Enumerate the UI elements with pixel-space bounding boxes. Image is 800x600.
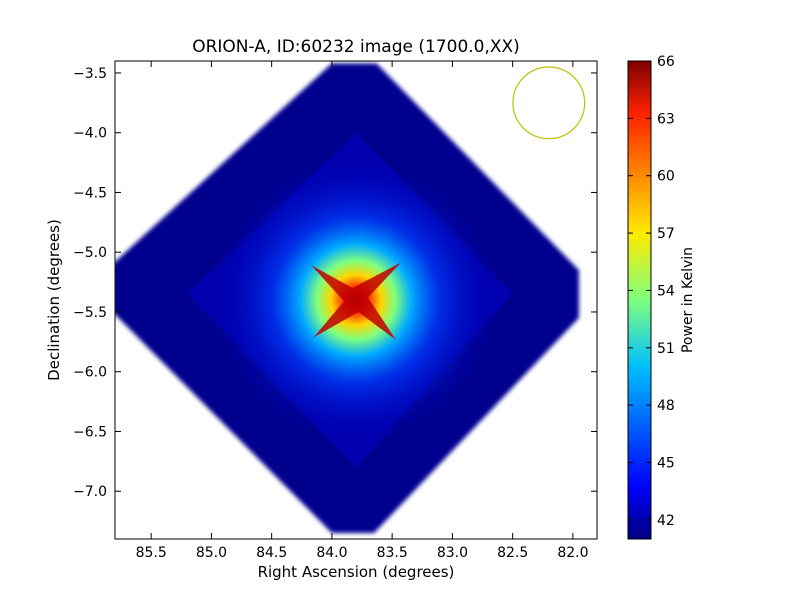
axes-frame — [114, 60, 598, 540]
colorbar-label: Power in Kelvin — [680, 247, 696, 353]
x-tick-label: 83.5 — [377, 545, 408, 561]
chart-title: ORION-A, ID:60232 image (1700.0,XX) — [192, 37, 520, 57]
x-tick-label: 85.5 — [136, 545, 167, 561]
colorbar-ticks: 42 45 48 51 54 57 60 63 66 — [628, 54, 675, 529]
sky-map — [115, 63, 586, 533]
y-tick-label: −5.0 — [73, 245, 107, 261]
y-axis-label: Declination (degrees) — [45, 219, 63, 381]
y-tick-label: −7.0 — [73, 484, 107, 500]
y-tick-label: −4.5 — [73, 185, 107, 201]
y-ticks: −3.5 −4.0 −4.5 −5.0 −5.5 −6.0 −6.5 −7.0 — [73, 66, 597, 500]
colorbar-tick-label: 66 — [657, 54, 675, 70]
x-tick-label: 84.0 — [316, 545, 347, 561]
colorbar-tick-label: 60 — [657, 169, 675, 185]
y-tick-label: −4.0 — [73, 126, 107, 142]
colorbar-tick-label: 48 — [657, 398, 675, 414]
x-tick-label: 84.5 — [256, 545, 287, 561]
x-ticks: 85.5 85.0 84.5 84.0 83.5 83.0 82.5 82.0 — [136, 61, 588, 561]
x-tick-label: 83.0 — [437, 545, 468, 561]
colorbar-tick-label: 42 — [657, 513, 675, 529]
colorbar-tick-label: 51 — [657, 341, 675, 357]
x-axis-label: Right Ascension (degrees) — [258, 563, 455, 581]
y-tick-label: −6.5 — [73, 424, 107, 440]
x-tick-label: 82.5 — [497, 545, 528, 561]
colorbar — [627, 60, 652, 540]
x-tick-label: 82.0 — [557, 545, 588, 561]
colorbar-tick-label: 45 — [657, 456, 675, 472]
peak-star — [311, 262, 401, 340]
colorbar-tick-label: 57 — [657, 226, 675, 242]
colorbar-tick-label: 63 — [657, 111, 675, 127]
y-tick-label: −5.5 — [73, 305, 107, 321]
beam-circle — [512, 66, 586, 140]
y-tick-label: −6.0 — [73, 365, 107, 381]
y-tick-label: −3.5 — [73, 66, 107, 82]
x-tick-label: 85.0 — [196, 545, 227, 561]
colorbar-tick-label: 54 — [657, 283, 675, 299]
